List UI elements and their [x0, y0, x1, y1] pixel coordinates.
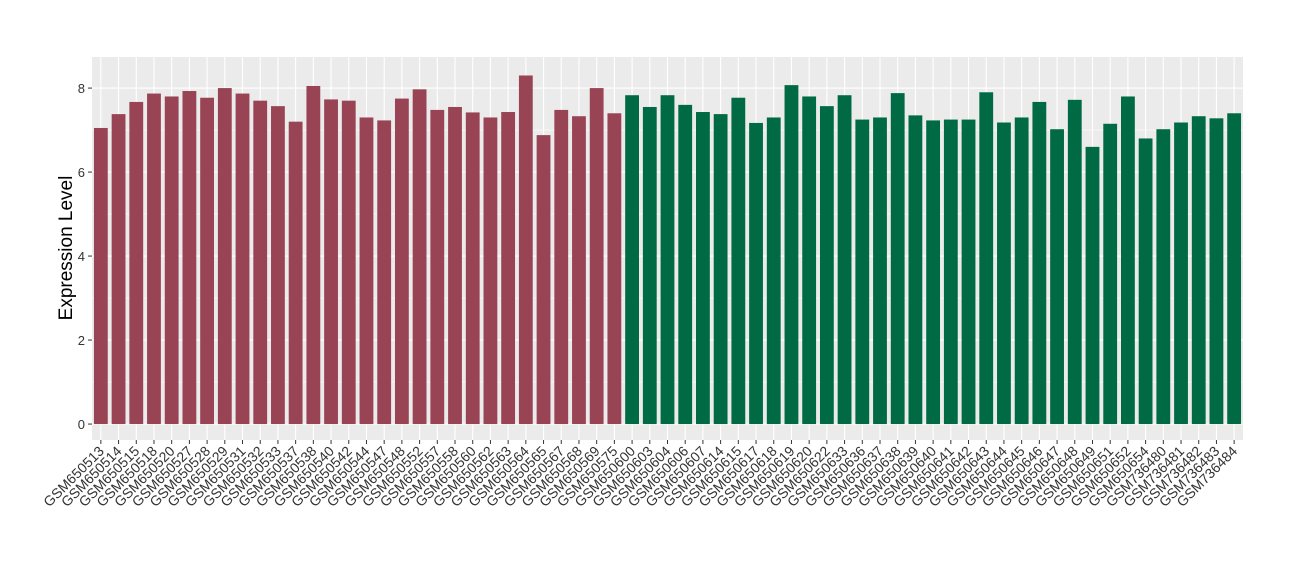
bar — [412, 89, 427, 425]
bar — [147, 93, 161, 425]
bar — [324, 99, 338, 425]
bar — [1191, 116, 1206, 425]
y-tick-label: 8 — [78, 81, 85, 96]
bar — [518, 75, 533, 425]
bar — [731, 97, 746, 425]
bar — [908, 115, 923, 425]
bar — [1014, 117, 1029, 425]
bar — [483, 117, 498, 425]
y-axis-label: Expression Level — [56, 176, 77, 321]
bar — [1138, 138, 1153, 425]
bar — [1174, 122, 1188, 425]
bar — [642, 106, 657, 425]
bar — [855, 119, 870, 425]
bar — [589, 88, 604, 425]
bar — [696, 112, 710, 425]
y-tick-label: 6 — [78, 165, 85, 180]
bar — [1032, 101, 1047, 425]
bar — [1209, 118, 1224, 425]
bar — [1227, 113, 1242, 425]
bar — [660, 95, 675, 425]
bar — [819, 106, 834, 425]
bar — [961, 119, 976, 425]
bar — [713, 114, 728, 425]
y-tick-label: 2 — [78, 333, 85, 348]
bar — [235, 93, 250, 425]
bar — [306, 85, 321, 425]
bar — [430, 109, 445, 425]
bar — [271, 106, 285, 425]
bar — [359, 117, 374, 425]
bar — [1156, 129, 1171, 425]
bar — [554, 109, 569, 425]
bar — [164, 96, 179, 425]
bar — [890, 93, 905, 425]
bar — [111, 114, 126, 425]
bar — [802, 96, 817, 425]
bar — [93, 127, 108, 425]
bar — [341, 100, 356, 425]
bar — [1067, 99, 1082, 425]
bar — [253, 100, 268, 425]
bar — [873, 117, 887, 425]
bar — [501, 112, 516, 425]
bar — [377, 120, 392, 425]
bar — [625, 95, 639, 425]
bar — [1103, 123, 1118, 425]
bar — [465, 112, 480, 425]
bar — [536, 135, 551, 425]
bar — [200, 97, 215, 425]
bar — [1050, 129, 1064, 425]
bar — [997, 122, 1011, 425]
bar — [678, 104, 693, 425]
bar — [837, 95, 852, 425]
bar — [943, 119, 958, 425]
bar — [129, 101, 144, 425]
y-tick-label: 0 — [78, 417, 85, 432]
bar — [979, 92, 994, 425]
bar — [607, 113, 622, 425]
bar — [784, 85, 799, 425]
bar — [749, 122, 763, 425]
bar — [182, 91, 197, 425]
bar — [766, 117, 781, 425]
bar — [448, 106, 462, 425]
bar — [926, 120, 941, 425]
bar — [1120, 96, 1135, 425]
bar — [288, 121, 303, 425]
bar — [1085, 146, 1100, 425]
bar — [394, 98, 409, 425]
y-tick-label: 4 — [78, 249, 85, 264]
bar — [217, 88, 232, 425]
bar — [572, 116, 586, 425]
